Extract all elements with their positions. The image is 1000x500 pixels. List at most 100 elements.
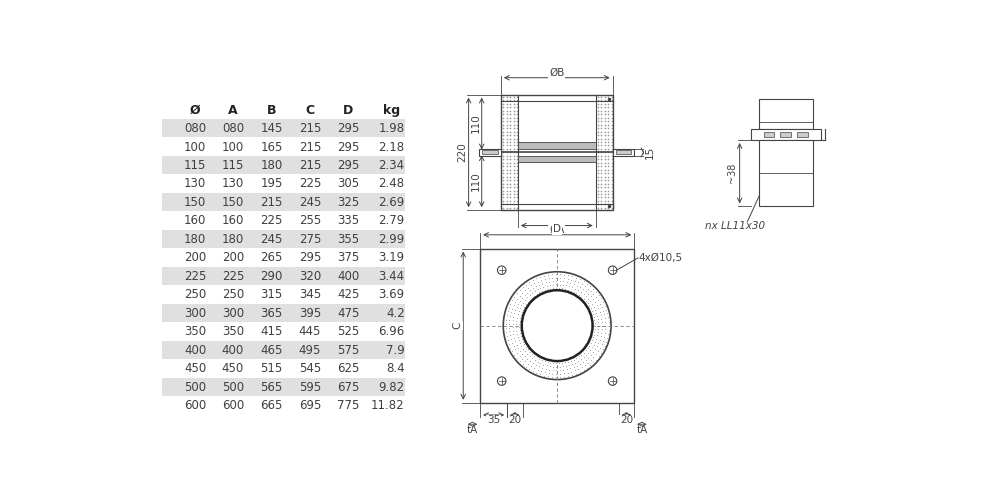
Text: 565: 565 — [260, 381, 283, 394]
Text: 2.48: 2.48 — [379, 178, 405, 190]
Bar — [162, 267, 405, 285]
Text: 20: 20 — [620, 416, 633, 426]
Text: 415: 415 — [260, 326, 283, 338]
Bar — [764, 132, 774, 137]
Bar — [613, 148, 634, 156]
Bar — [501, 94, 613, 210]
Bar — [162, 230, 405, 248]
Text: 315: 315 — [260, 288, 283, 302]
Text: 400: 400 — [337, 270, 360, 283]
Bar — [797, 132, 808, 137]
Text: 250: 250 — [184, 288, 206, 302]
Text: B: B — [267, 104, 276, 117]
Text: 495: 495 — [299, 344, 321, 357]
Text: 245: 245 — [260, 233, 283, 246]
Text: 295: 295 — [299, 252, 321, 264]
Text: 300: 300 — [222, 307, 244, 320]
Bar — [482, 150, 498, 154]
Text: 145: 145 — [260, 122, 283, 135]
Text: 150: 150 — [222, 196, 244, 209]
Text: A: A — [228, 104, 238, 117]
Text: 320: 320 — [299, 270, 321, 283]
Text: tA: tA — [636, 426, 647, 436]
Text: nx LL11x30: nx LL11x30 — [705, 220, 765, 230]
Text: 665: 665 — [260, 399, 283, 412]
Text: 6.96: 6.96 — [378, 326, 405, 338]
Text: 295: 295 — [337, 122, 360, 135]
Text: 675: 675 — [337, 381, 360, 394]
Text: 395: 395 — [299, 307, 321, 320]
Text: 100: 100 — [222, 140, 244, 153]
Text: 11.82: 11.82 — [371, 399, 405, 412]
Text: 110: 110 — [471, 114, 481, 134]
Text: 500: 500 — [222, 381, 244, 394]
Text: 575: 575 — [337, 344, 360, 357]
Circle shape — [608, 266, 617, 274]
Text: 080: 080 — [184, 122, 206, 135]
Text: 9.82: 9.82 — [379, 381, 405, 394]
Text: 600: 600 — [184, 399, 206, 412]
Text: 265: 265 — [260, 252, 283, 264]
Text: 080: 080 — [222, 122, 244, 135]
Text: 15: 15 — [645, 146, 655, 159]
Text: 445: 445 — [299, 326, 321, 338]
Text: D: D — [553, 224, 561, 234]
Text: 2.69: 2.69 — [378, 196, 405, 209]
Text: 115: 115 — [184, 159, 206, 172]
Text: 450: 450 — [222, 362, 244, 376]
Circle shape — [608, 377, 617, 386]
Text: 500: 500 — [184, 381, 206, 394]
Text: 4.2: 4.2 — [386, 307, 405, 320]
Bar — [162, 341, 405, 359]
Text: 130: 130 — [184, 178, 206, 190]
Text: 195: 195 — [260, 178, 283, 190]
Text: 350: 350 — [184, 326, 206, 338]
Text: 225: 225 — [222, 270, 244, 283]
Text: 345: 345 — [299, 288, 321, 302]
Bar — [518, 142, 596, 148]
Text: 625: 625 — [337, 362, 360, 376]
Circle shape — [522, 290, 593, 361]
Text: 130: 130 — [222, 178, 244, 190]
Bar — [759, 98, 813, 130]
Text: 775: 775 — [337, 399, 360, 412]
Text: 4xØ10,5: 4xØ10,5 — [638, 253, 682, 263]
Text: 215: 215 — [299, 140, 321, 153]
Text: 295: 295 — [337, 140, 360, 153]
Text: 290: 290 — [260, 270, 283, 283]
Text: Ø: Ø — [190, 104, 201, 117]
Bar — [616, 150, 631, 154]
Bar — [751, 130, 820, 140]
Text: 150: 150 — [184, 196, 206, 209]
Text: C: C — [452, 322, 462, 330]
Text: 8.4: 8.4 — [386, 362, 405, 376]
Text: 695: 695 — [299, 399, 321, 412]
Text: 165: 165 — [260, 140, 283, 153]
Text: 305: 305 — [337, 178, 360, 190]
Text: 220: 220 — [457, 142, 467, 163]
Text: 355: 355 — [337, 233, 360, 246]
Text: 180: 180 — [222, 233, 244, 246]
Bar — [162, 304, 405, 322]
Text: 3.69: 3.69 — [379, 288, 405, 302]
Text: 3.19: 3.19 — [379, 252, 405, 264]
Text: 115: 115 — [222, 159, 244, 172]
Circle shape — [497, 266, 506, 274]
Text: 215: 215 — [299, 159, 321, 172]
Text: 3.44: 3.44 — [379, 270, 405, 283]
Text: 250: 250 — [222, 288, 244, 302]
Text: 365: 365 — [260, 307, 283, 320]
Text: 160: 160 — [222, 214, 244, 228]
Text: 515: 515 — [260, 362, 283, 376]
Text: 465: 465 — [260, 344, 283, 357]
Text: 2.34: 2.34 — [379, 159, 405, 172]
Text: 545: 545 — [299, 362, 321, 376]
Text: 475: 475 — [337, 307, 360, 320]
Text: 400: 400 — [222, 344, 244, 357]
Text: 400: 400 — [184, 344, 206, 357]
Bar — [162, 156, 405, 174]
Bar — [162, 378, 405, 396]
Text: 595: 595 — [299, 381, 321, 394]
Text: 300: 300 — [184, 307, 206, 320]
Text: 2.18: 2.18 — [379, 140, 405, 153]
